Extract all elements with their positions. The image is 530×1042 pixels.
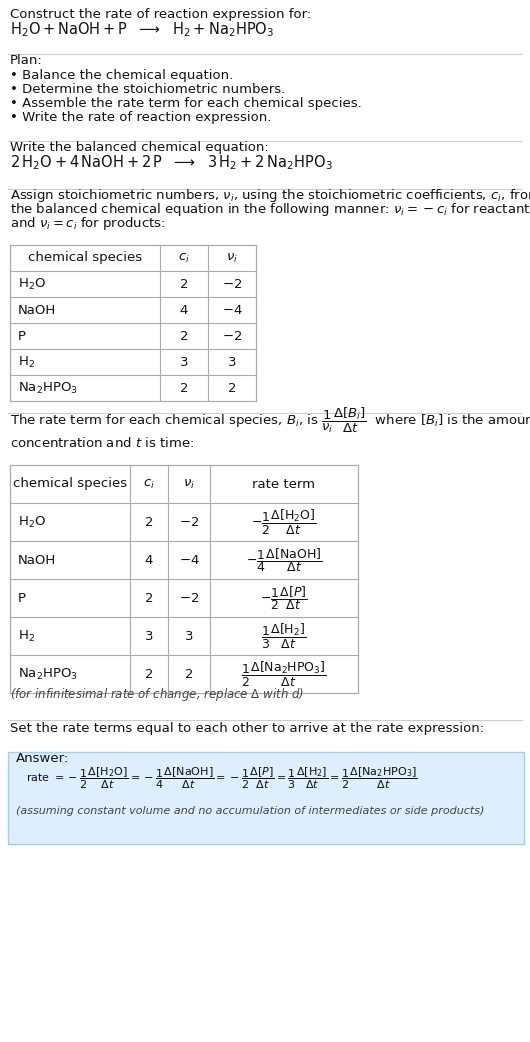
- Text: $\nu_i$: $\nu_i$: [183, 477, 195, 491]
- Text: Write the balanced chemical equation:: Write the balanced chemical equation:: [10, 141, 269, 154]
- Text: Answer:: Answer:: [16, 752, 69, 765]
- Text: $\dfrac{1}{2}\dfrac{\Delta[\mathrm{Na_2HPO_3}]}{\Delta t}$: $\dfrac{1}{2}\dfrac{\Delta[\mathrm{Na_2H…: [241, 660, 327, 689]
- Text: 2: 2: [180, 277, 188, 291]
- Text: (assuming constant volume and no accumulation of intermediates or side products): (assuming constant volume and no accumul…: [16, 807, 484, 816]
- Text: 2: 2: [228, 381, 236, 395]
- Text: Plan:: Plan:: [10, 54, 43, 67]
- Text: rate term: rate term: [252, 477, 315, 491]
- Text: $\nu_i$: $\nu_i$: [226, 251, 238, 265]
- Text: $\mathrm{H_2O}$: $\mathrm{H_2O}$: [18, 515, 46, 529]
- Text: P: P: [18, 329, 26, 343]
- Bar: [10, 245, 256, 401]
- Text: Set the rate terms equal to each other to arrive at the rate expression:: Set the rate terms equal to each other t…: [10, 722, 484, 735]
- Text: 3: 3: [180, 355, 188, 369]
- Text: 2: 2: [145, 592, 153, 604]
- Text: and $\nu_i = c_i$ for products:: and $\nu_i = c_i$ for products:: [10, 215, 165, 232]
- Text: The rate term for each chemical species, $B_i$, is $\dfrac{1}{\nu_i}\dfrac{\Delt: The rate term for each chemical species,…: [10, 405, 530, 435]
- Text: (for infinitesimal rate of change, replace $\Delta$ with $d$): (for infinitesimal rate of change, repla…: [10, 686, 304, 703]
- Text: 2: 2: [145, 668, 153, 680]
- Text: $c_i$: $c_i$: [178, 251, 190, 265]
- Text: NaOH: NaOH: [18, 553, 56, 567]
- Bar: [10, 465, 358, 693]
- Text: 2: 2: [145, 516, 153, 528]
- Text: Construct the rate of reaction expression for:: Construct the rate of reaction expressio…: [10, 8, 311, 21]
- Text: chemical species: chemical species: [28, 251, 142, 265]
- Text: $\mathrm{2\,H_2O + 4\,NaOH + 2\,P}$  $\longrightarrow$  $\mathrm{3\,H_2 + 2\,Na_: $\mathrm{2\,H_2O + 4\,NaOH + 2\,P}$ $\lo…: [10, 153, 333, 172]
- Text: Assign stoichiometric numbers, $\nu_i$, using the stoichiometric coefficients, $: Assign stoichiometric numbers, $\nu_i$, …: [10, 187, 530, 204]
- Text: $\mathrm{H_2}$: $\mathrm{H_2}$: [18, 354, 35, 370]
- Text: $-\dfrac{1}{2}\dfrac{\Delta[\mathrm{H_2O}]}{\Delta t}$: $-\dfrac{1}{2}\dfrac{\Delta[\mathrm{H_2O…: [251, 507, 317, 537]
- Text: $\mathrm{H_2}$: $\mathrm{H_2}$: [18, 628, 35, 644]
- Text: $\mathrm{H_2O + NaOH + P}$  $\longrightarrow$  $\mathrm{H_2 + Na_2HPO_3}$: $\mathrm{H_2O + NaOH + P}$ $\longrightar…: [10, 20, 274, 39]
- Text: 2: 2: [185, 668, 193, 680]
- Text: $-2$: $-2$: [179, 592, 199, 604]
- Text: 4: 4: [145, 553, 153, 567]
- Text: the balanced chemical equation in the following manner: $\nu_i = -c_i$ for react: the balanced chemical equation in the fo…: [10, 201, 530, 218]
- Text: rate $= -\dfrac{1}{2}\dfrac{\Delta[\mathrm{H_2O}]}{\Delta t}= -\dfrac{1}{4}\dfra: rate $= -\dfrac{1}{2}\dfrac{\Delta[\math…: [26, 765, 418, 791]
- Bar: [8, 752, 524, 844]
- Text: $\mathrm{Na_2HPO_3}$: $\mathrm{Na_2HPO_3}$: [18, 380, 78, 396]
- Text: concentration and $t$ is time:: concentration and $t$ is time:: [10, 436, 194, 450]
- Text: $-2$: $-2$: [222, 277, 242, 291]
- Text: $\mathrm{Na_2HPO_3}$: $\mathrm{Na_2HPO_3}$: [18, 667, 78, 681]
- Text: 3: 3: [145, 629, 153, 643]
- Text: 2: 2: [180, 381, 188, 395]
- Text: chemical species: chemical species: [13, 477, 127, 491]
- Text: $c_i$: $c_i$: [143, 477, 155, 491]
- Text: $-\dfrac{1}{2}\dfrac{\Delta[P]}{\Delta t}$: $-\dfrac{1}{2}\dfrac{\Delta[P]}{\Delta t…: [260, 585, 308, 612]
- Text: $-2$: $-2$: [222, 329, 242, 343]
- Text: • Balance the chemical equation.: • Balance the chemical equation.: [10, 69, 233, 82]
- Text: $\mathrm{H_2O}$: $\mathrm{H_2O}$: [18, 276, 46, 292]
- Text: $-\dfrac{1}{4}\dfrac{\Delta[\mathrm{NaOH}]}{\Delta t}$: $-\dfrac{1}{4}\dfrac{\Delta[\mathrm{NaOH…: [246, 546, 322, 574]
- Text: 2: 2: [180, 329, 188, 343]
- Text: $-4$: $-4$: [222, 303, 242, 317]
- Text: $-2$: $-2$: [179, 516, 199, 528]
- Text: 3: 3: [185, 629, 193, 643]
- Text: • Write the rate of reaction expression.: • Write the rate of reaction expression.: [10, 111, 271, 124]
- Text: • Assemble the rate term for each chemical species.: • Assemble the rate term for each chemic…: [10, 97, 362, 110]
- Text: $-4$: $-4$: [179, 553, 199, 567]
- Text: P: P: [18, 592, 26, 604]
- Text: • Determine the stoichiometric numbers.: • Determine the stoichiometric numbers.: [10, 83, 285, 96]
- Text: 3: 3: [228, 355, 236, 369]
- Text: 4: 4: [180, 303, 188, 317]
- Text: NaOH: NaOH: [18, 303, 56, 317]
- Text: $\dfrac{1}{3}\dfrac{\Delta[\mathrm{H_2}]}{\Delta t}$: $\dfrac{1}{3}\dfrac{\Delta[\mathrm{H_2}]…: [261, 621, 307, 650]
